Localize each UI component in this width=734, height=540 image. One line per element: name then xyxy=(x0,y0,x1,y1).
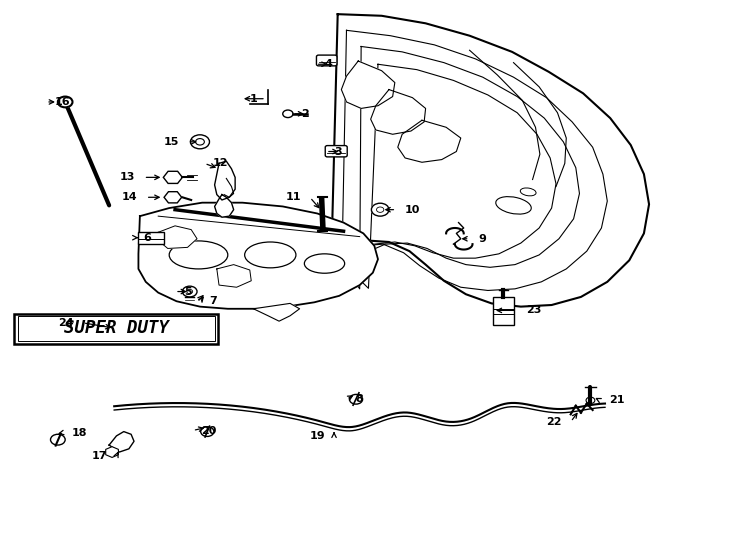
Polygon shape xyxy=(398,120,461,163)
Polygon shape xyxy=(217,265,251,287)
Text: 15: 15 xyxy=(164,137,178,147)
Circle shape xyxy=(51,434,65,445)
Text: 22: 22 xyxy=(546,417,562,427)
Polygon shape xyxy=(214,194,233,217)
Polygon shape xyxy=(159,226,197,248)
Text: 18: 18 xyxy=(72,428,87,437)
Text: 2: 2 xyxy=(301,109,309,119)
Text: 11: 11 xyxy=(286,192,301,202)
FancyBboxPatch shape xyxy=(139,232,164,244)
Polygon shape xyxy=(139,202,378,309)
FancyBboxPatch shape xyxy=(14,314,218,344)
Text: SUPER DUTY: SUPER DUTY xyxy=(64,319,169,337)
Circle shape xyxy=(190,135,209,149)
Circle shape xyxy=(349,394,363,404)
Circle shape xyxy=(58,97,73,107)
Polygon shape xyxy=(214,161,235,200)
Text: 3: 3 xyxy=(335,146,342,157)
FancyBboxPatch shape xyxy=(493,297,514,325)
Text: 7: 7 xyxy=(208,296,217,306)
Text: 6: 6 xyxy=(143,233,150,242)
Text: 8: 8 xyxy=(355,394,363,404)
Text: 17: 17 xyxy=(92,451,108,461)
FancyBboxPatch shape xyxy=(325,146,347,157)
Polygon shape xyxy=(323,14,649,307)
Text: 23: 23 xyxy=(526,306,542,315)
Polygon shape xyxy=(253,303,299,321)
Text: 14: 14 xyxy=(121,192,137,202)
Circle shape xyxy=(283,110,293,118)
Text: 1: 1 xyxy=(250,94,257,104)
Text: 20: 20 xyxy=(201,426,217,435)
FancyBboxPatch shape xyxy=(316,55,337,66)
Text: 5: 5 xyxy=(184,287,192,296)
Text: 9: 9 xyxy=(479,234,486,244)
Text: 12: 12 xyxy=(213,158,229,168)
Text: 19: 19 xyxy=(310,431,325,441)
Text: 21: 21 xyxy=(608,395,624,406)
Circle shape xyxy=(371,203,389,216)
Polygon shape xyxy=(341,61,395,109)
Text: 16: 16 xyxy=(55,97,70,107)
Text: 24: 24 xyxy=(58,318,74,328)
Polygon shape xyxy=(371,90,426,134)
Circle shape xyxy=(182,286,197,297)
Polygon shape xyxy=(109,431,134,452)
Text: 10: 10 xyxy=(405,205,421,215)
Text: 4: 4 xyxy=(324,59,333,69)
Circle shape xyxy=(200,427,214,436)
Text: 13: 13 xyxy=(120,172,135,183)
